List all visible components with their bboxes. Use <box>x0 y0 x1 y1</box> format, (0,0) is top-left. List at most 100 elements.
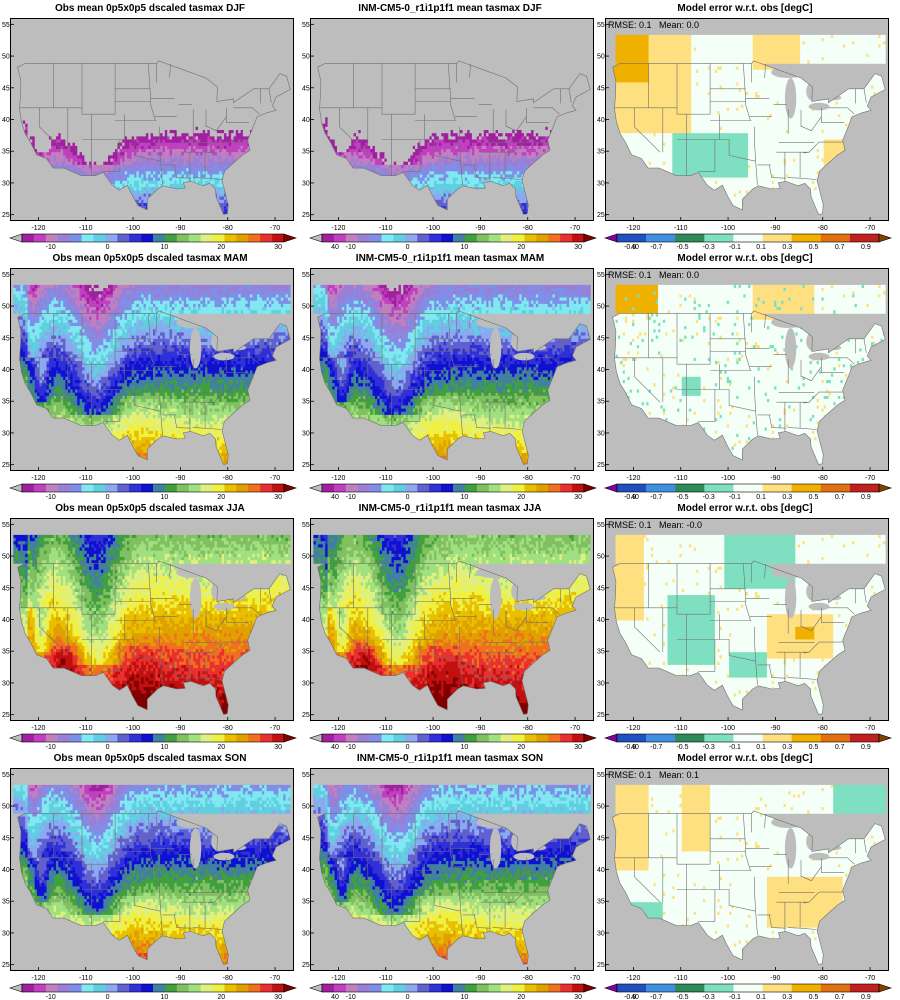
y-tick-label: 45 <box>597 835 605 842</box>
x-tick-label: -110 <box>674 475 688 482</box>
colorbar-swatch <box>358 484 370 492</box>
x-tick-label: -100 <box>721 475 735 482</box>
y-tick-label: 45 <box>302 85 310 92</box>
map-panel-mam-obs: Obs mean 0p5x0p5 dscaled tasmax MAM -120-… <box>0 250 300 500</box>
colorbar-swatch <box>382 234 394 242</box>
colorbar-swatch <box>453 484 465 492</box>
gridded-field <box>313 785 590 814</box>
y-tick-label: 35 <box>597 649 605 656</box>
colorbar-swatch <box>201 734 213 742</box>
map-svg <box>606 519 889 721</box>
x-tick-label: -100 <box>426 725 440 732</box>
lake <box>190 578 201 619</box>
x-tick-label: -80 <box>818 725 828 732</box>
colorbar-swatch <box>346 484 358 492</box>
colorbar-swatch <box>429 984 441 992</box>
colorbar-swatch <box>129 734 141 742</box>
map-panel-son-error: Model error w.r.t. obs [degC] RMSE: 0.1 M… <box>595 750 895 1000</box>
x-tick-label: -110 <box>674 725 688 732</box>
colorbar-swatch <box>513 984 525 992</box>
lake <box>476 567 510 578</box>
colorbar-swatch <box>382 484 394 492</box>
colorbar-swatch <box>393 734 405 742</box>
colorbar-swatch <box>792 734 821 742</box>
x-tick-label: -110 <box>379 225 393 232</box>
y-tick-label: 55 <box>597 272 605 279</box>
colorbar-swatch <box>322 484 334 492</box>
colorbar-swatch <box>129 484 141 492</box>
x-tick-label: -90 <box>175 225 185 232</box>
lake <box>827 95 841 100</box>
x-tick-label: -80 <box>523 975 533 982</box>
y-tick-label: 40 <box>302 617 310 624</box>
map-area <box>310 518 594 721</box>
colorbar-swatch <box>524 484 536 492</box>
colorbar-swatch <box>22 234 34 242</box>
colorbar: -0.9 -0.7 -0.5 -0.3 -0.1 0.1 0.3 0.5 0.7 0.9 <box>595 732 895 750</box>
stats-label: RMSE: 0.1 Mean: 0.0 <box>608 270 699 280</box>
y-tick-label: 30 <box>302 430 310 437</box>
y-tick-label: 25 <box>597 212 605 219</box>
y-tick-label: 45 <box>2 835 10 842</box>
colorbar-over-arrow <box>284 734 296 742</box>
lake <box>214 103 235 111</box>
y-tick-label: 45 <box>2 335 10 342</box>
colorbar-swatch <box>489 734 501 742</box>
y-tick-label: 25 <box>597 462 605 469</box>
map-panel-mam-model: INM-CM5-0_r1i1p1f1 mean tasmax MAM -120 -1… <box>300 250 600 500</box>
colorbar-swatch <box>117 984 129 992</box>
x-tick-label: -70 <box>865 475 875 482</box>
colorbar-swatch <box>82 484 94 492</box>
x-tick-label: -120 <box>331 725 345 732</box>
colorbar-swatch <box>236 984 248 992</box>
y-tick-label: 30 <box>302 930 310 937</box>
y-tick-label: 40 <box>2 867 10 874</box>
colorbar-swatch <box>153 734 165 742</box>
colorbar-swatch <box>117 234 129 242</box>
colorbar-tick-label: 0.7 <box>835 994 845 1000</box>
y-tick-label: 40 <box>597 867 605 874</box>
map-area <box>10 768 294 971</box>
canada-band <box>616 785 886 814</box>
map-panel-mam-error: Model error w.r.t. obs [degC] RMSE: 0.1 M… <box>595 250 895 500</box>
colorbar-swatch <box>733 734 762 742</box>
y-tick-label: 50 <box>302 54 310 61</box>
lake <box>514 603 535 611</box>
lake <box>190 78 201 119</box>
map-svg <box>11 269 294 471</box>
colorbar-swatch <box>93 734 105 742</box>
panel-title: Model error w.r.t. obs [degC] <box>595 503 895 514</box>
colorbar-swatch <box>224 734 236 742</box>
y-tick-label: 25 <box>302 712 310 719</box>
x-tick-label: -120 <box>31 725 45 732</box>
colorbar-swatch <box>572 234 584 242</box>
colorbar-swatch <box>272 984 284 992</box>
colorbar-swatch <box>224 984 236 992</box>
colorbar-swatch <box>58 734 70 742</box>
colorbar-swatch <box>272 484 284 492</box>
colorbar-swatch <box>850 234 879 242</box>
colorbar-swatch <box>792 484 821 492</box>
panel-title: Obs mean 0p5x0p5 dscaled tasmax JJA <box>0 503 300 514</box>
y-tick-label: 40 <box>597 117 605 124</box>
colorbar-swatch <box>224 484 236 492</box>
lake <box>476 317 510 328</box>
map-panel-djf-model: INM-CM5-0_r1i1p1f1 mean tasmax DJF -120 -1… <box>300 0 600 250</box>
colorbar-swatch <box>453 734 465 742</box>
colorbar-tick-label: 30 <box>574 994 582 1000</box>
y-tick-label: 45 <box>302 835 310 842</box>
lake <box>476 817 510 828</box>
x-tick-label: -120 <box>331 475 345 482</box>
colorbar-swatch <box>429 484 441 492</box>
x-tick-label: -100 <box>126 475 140 482</box>
colorbar-swatch <box>46 234 58 242</box>
lake <box>232 845 246 850</box>
y-tick-label: 35 <box>2 149 10 156</box>
y-tick-label: 50 <box>597 554 605 561</box>
lake <box>490 328 501 369</box>
colorbar-under-arrow <box>310 484 322 492</box>
y-tick-label: 30 <box>597 930 605 937</box>
colorbar-swatch <box>248 484 260 492</box>
colorbar-swatch <box>513 484 525 492</box>
lake <box>490 578 501 619</box>
